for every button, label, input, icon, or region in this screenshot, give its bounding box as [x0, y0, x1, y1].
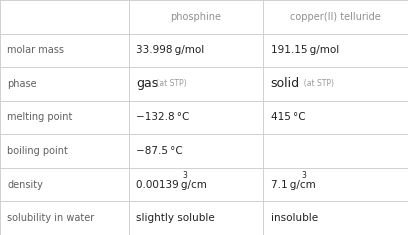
Text: boiling point: boiling point — [7, 146, 68, 156]
Text: 191.15 g/mol: 191.15 g/mol — [271, 45, 339, 55]
Text: phosphine: phosphine — [171, 12, 221, 22]
Text: phase: phase — [7, 79, 37, 89]
Text: 3: 3 — [302, 171, 306, 180]
Text: 33.998 g/mol: 33.998 g/mol — [136, 45, 204, 55]
Text: melting point: melting point — [7, 113, 73, 122]
Text: −87.5 °C: −87.5 °C — [136, 146, 183, 156]
Text: molar mass: molar mass — [7, 45, 64, 55]
Text: slightly soluble: slightly soluble — [136, 213, 215, 223]
Text: density: density — [7, 180, 43, 190]
Text: copper(II) telluride: copper(II) telluride — [290, 12, 381, 22]
Text: (at STP): (at STP) — [154, 79, 186, 88]
Text: solubility in water: solubility in water — [7, 213, 95, 223]
Text: 7.1 g/cm: 7.1 g/cm — [271, 180, 315, 190]
Text: insoluble: insoluble — [271, 213, 318, 223]
Text: solid: solid — [271, 77, 299, 90]
Text: −132.8 °C: −132.8 °C — [136, 113, 189, 122]
Text: (at STP): (at STP) — [299, 79, 334, 88]
Text: 415 °C: 415 °C — [271, 113, 305, 122]
Text: gas (at STP): gas (at STP) — [136, 79, 195, 89]
Text: gas: gas — [136, 77, 158, 90]
Text: 3: 3 — [182, 171, 187, 180]
Text: 0.00139 g/cm: 0.00139 g/cm — [136, 180, 207, 190]
